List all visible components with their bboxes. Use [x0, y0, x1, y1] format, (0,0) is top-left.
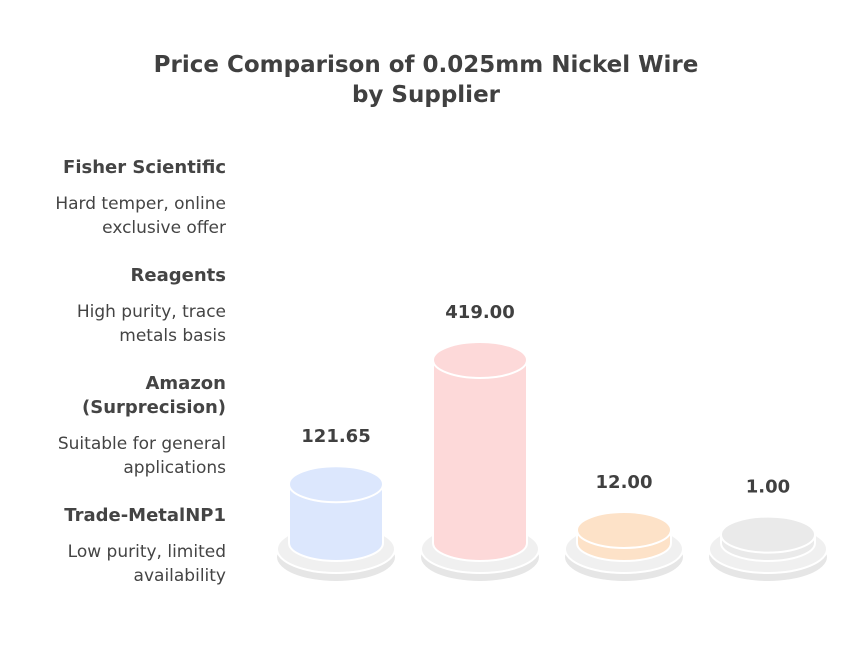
legend-name: Amazon (Surprecision) — [82, 373, 226, 418]
legend-desc: Low purity, limited availability — [67, 542, 226, 586]
legend-desc: High purity, trace metals basis — [76, 302, 226, 346]
chart-title-line-1: Price Comparison of 0.025mm Nickel Wire — [153, 52, 699, 78]
legend-name: Trade-MetalNP1 — [64, 505, 226, 526]
legend-desc: Suitable for general applications — [57, 434, 226, 478]
legend-item-amazon: Amazon (Surprecision) Suitable for gener… — [20, 372, 226, 480]
bar-top — [288, 465, 384, 504]
legend-name: Reagents — [130, 265, 226, 286]
bar-group: 12.00 — [564, 472, 684, 581]
data-label: 419.00 — [445, 302, 514, 323]
data-label: 1.00 — [746, 477, 790, 498]
bar-top — [720, 515, 816, 554]
legend-name: Fisher Scientific — [63, 157, 226, 178]
legend-item-fisher: Fisher Scientific Hard temper, online ex… — [20, 156, 226, 240]
data-label: 12.00 — [596, 472, 653, 493]
legend-desc: Hard temper, online exclusive offer — [55, 194, 226, 238]
legend: Fisher Scientific Hard temper, online ex… — [20, 156, 226, 612]
chart-title-line-2: by Supplier — [351, 82, 501, 108]
legend-item-trade-metal: Trade-MetalNP1 Low purity, limited avail… — [20, 504, 226, 588]
bar-group: 121.65 — [276, 426, 396, 581]
bar-top — [432, 341, 528, 379]
bar — [432, 359, 528, 562]
bar-group: 1.00 — [708, 477, 828, 581]
bar — [288, 483, 384, 562]
chart-title: Price Comparison of 0.025mm Nickel Wire … — [0, 50, 852, 110]
bar-top — [576, 510, 672, 549]
bar-group: 419.00 — [420, 302, 540, 581]
data-label: 121.65 — [301, 426, 370, 447]
legend-item-reagents: Reagents High purity, trace metals basis — [20, 264, 226, 348]
